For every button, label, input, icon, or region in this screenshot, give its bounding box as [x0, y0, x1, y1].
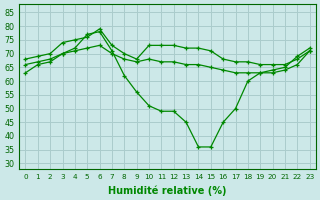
- X-axis label: Humidité relative (%): Humidité relative (%): [108, 185, 227, 196]
